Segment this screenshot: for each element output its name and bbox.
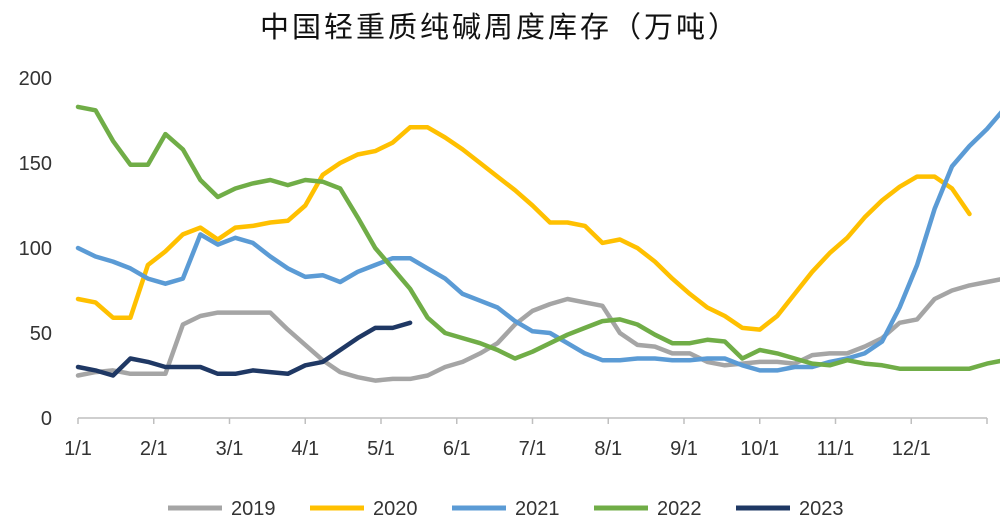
y-tick-labels: 0 50 100 150 200 <box>19 68 52 430</box>
x-tick-label: 3/1 <box>216 438 244 460</box>
legend-label: 2022 <box>657 498 702 520</box>
legend-label: 2021 <box>515 498 560 520</box>
legend-item-2021: 2021 <box>452 498 560 520</box>
legend-item-2023: 2023 <box>736 498 844 520</box>
x-tick-label: 12/1 <box>892 438 931 460</box>
series-line-2022 <box>75 104 1000 371</box>
x-tick-label: 10/1 <box>740 438 779 460</box>
legend-label: 2020 <box>373 498 418 520</box>
y-tick-label: 100 <box>19 238 52 260</box>
x-tick-label: 7/1 <box>519 438 547 460</box>
x-tick-label: 6/1 <box>443 438 471 460</box>
x-tick-label: 2/1 <box>140 438 168 460</box>
series-line-2019 <box>75 277 1000 383</box>
legend-item-2022: 2022 <box>594 498 702 520</box>
legend: 2019 2020 2021 2022 2023 <box>168 498 844 520</box>
x-tick-label: 4/1 <box>291 438 319 460</box>
x-tick-label: 11/1 <box>817 438 854 460</box>
legend-item-2019: 2019 <box>168 498 276 520</box>
axes <box>77 417 988 424</box>
chart-title: 中国轻重质纯碱周度库存（万吨） <box>259 10 740 44</box>
x-tick-label: 8/1 <box>594 438 622 460</box>
legend-label: 2023 <box>799 498 844 520</box>
legend-item-2020: 2020 <box>310 498 418 520</box>
series-line-2023 <box>75 320 413 378</box>
y-tick-label: 50 <box>30 323 52 345</box>
y-tick-label: 200 <box>19 68 52 90</box>
y-tick-label: 150 <box>19 153 52 175</box>
x-tick-label: 9/1 <box>670 438 698 460</box>
series-line-2021 <box>75 110 1000 373</box>
y-tick-label: 0 <box>41 408 52 430</box>
x-tick-labels: 1/1 2/1 3/1 4/1 5/1 6/1 7/1 8/1 9/1 10/1 11/1 12/1 <box>64 438 931 460</box>
series-lines <box>75 104 1000 383</box>
series-line-2020 <box>75 125 972 332</box>
x-tick-label: 1/1 <box>64 438 92 460</box>
legend-label: 2019 <box>231 498 276 520</box>
x-tick-label: 5/1 <box>367 438 395 460</box>
